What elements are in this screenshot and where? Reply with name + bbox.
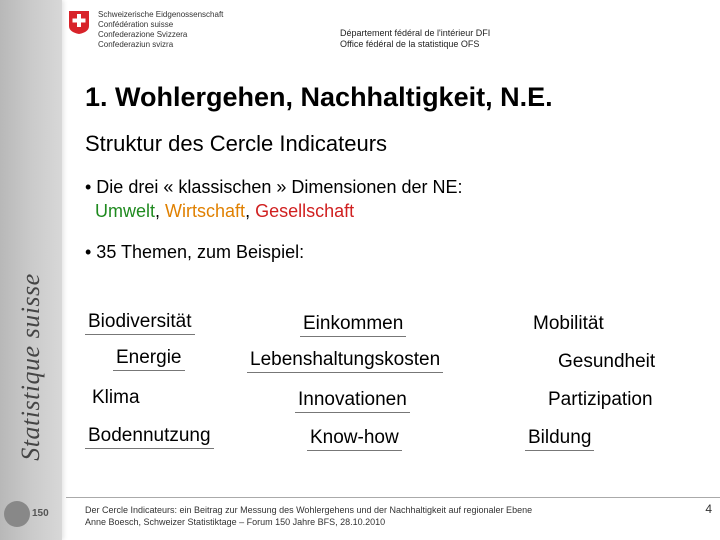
footer-line-2: Anne Boesch, Schweizer Statistiktage – F…: [85, 516, 700, 528]
dim-env: Umwelt: [95, 201, 155, 221]
confederation-text: Schweizerische Eidgenossenschaft Confédé…: [98, 10, 223, 50]
topic-mob: Mobilität: [530, 312, 607, 336]
slide-title: 1. Wohlergehen, Nachhaltigkeit, N.E.: [85, 82, 714, 113]
topic-klima: Klima: [89, 386, 143, 410]
topic-innov: Innovationen: [295, 388, 410, 413]
department-text: Département fédéral de l'intérieur DFI O…: [340, 28, 490, 50]
logo-150: 150: [4, 494, 58, 534]
topic-know: Know-how: [307, 426, 402, 451]
sidebar-brand: Statistique suisse: [16, 273, 46, 460]
topic-einkommen: Einkommen: [300, 312, 406, 337]
topic-ges: Gesundheit: [555, 350, 658, 374]
topic-lebens: Lebenshaltungskosten: [247, 348, 443, 373]
topic-biodiv: Biodiversität: [85, 310, 195, 335]
slide-subtitle: Struktur des Cercle Indicateurs: [85, 131, 714, 157]
content: 1. Wohlergehen, Nachhaltigkeit, N.E. Str…: [85, 82, 714, 280]
dept-line-2: Office fédéral de la statistique OFS: [340, 39, 490, 50]
topic-bild: Bildung: [525, 426, 594, 451]
topic-part: Partizipation: [545, 388, 656, 412]
topic-boden: Bodennutzung: [85, 424, 214, 449]
dim-soc: Gesellschaft: [255, 201, 354, 221]
sidebar: Statistique suisse 150: [0, 0, 62, 540]
bullets: • Die drei « klassischen » Dimensionen d…: [85, 175, 714, 264]
topic-energie: Energie: [113, 346, 185, 371]
logo-150-text: 150: [32, 510, 49, 518]
swiss-shield-icon: [68, 10, 90, 34]
bullet-2: • 35 Themen, zum Beispiel:: [85, 240, 714, 264]
dim-eco: Wirtschaft: [165, 201, 245, 221]
page-number: 4: [705, 502, 712, 516]
footer: Der Cercle Indicateurs: ein Beitrag zur …: [85, 504, 700, 528]
dept-line-1: Département fédéral de l'intérieur DFI: [340, 28, 490, 39]
logo-150-circle: [4, 501, 30, 527]
bullet-1-text: • Die drei « klassischen » Dimensionen d…: [85, 177, 462, 197]
footer-line-1: Der Cercle Indicateurs: ein Beitrag zur …: [85, 504, 700, 516]
footer-rule: [66, 497, 720, 498]
bullet-1: • Die drei « klassischen » Dimensionen d…: [85, 175, 714, 224]
